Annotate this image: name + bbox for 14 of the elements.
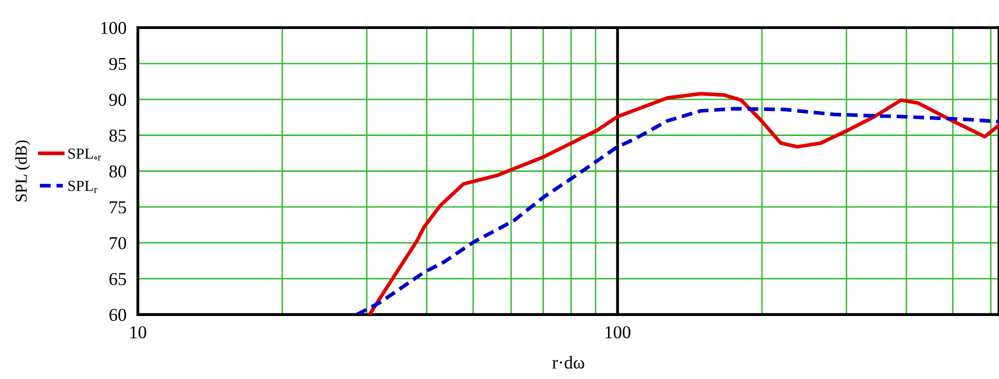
y-tick-label: 80 <box>109 165 126 178</box>
y-tick-label: 75 <box>110 201 126 214</box>
y-tick-label: 65 <box>109 273 126 286</box>
y-tick-label: 85 <box>109 130 126 142</box>
y-tick-label: 60 <box>109 308 126 322</box>
y-tick-label: 70 <box>110 237 126 250</box>
x-axis-title: r·dω <box>552 356 584 369</box>
y-tick-label: 95 <box>109 58 126 70</box>
y-tick-label: 90 <box>109 94 126 106</box>
y-tick-label: 100 <box>101 22 126 34</box>
legend-label: SPL$_{r}$ <box>68 180 98 193</box>
x-tick-label: 10 <box>130 326 146 338</box>
legend-label: SPL$_{∘r}$ <box>68 148 102 161</box>
y-axis-title: SPL (dB) <box>15 140 30 202</box>
